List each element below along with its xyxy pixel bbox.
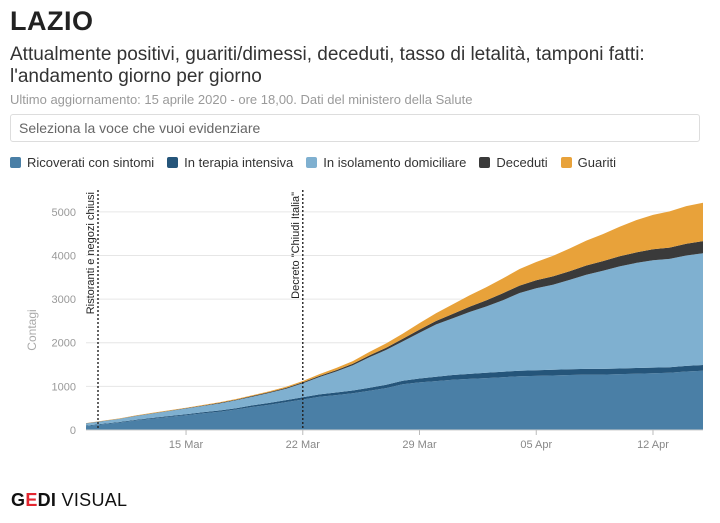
legend-swatch [306,157,318,168]
x-tick-label: 12 Apr [637,439,669,451]
annotation-label: Ristoranti e negozi chiusi [85,192,97,314]
y-tick-label: 1000 [52,381,76,393]
legend-label: In terapia intensiva [184,155,294,170]
page-title: LAZIO [10,6,94,36]
legend-item-2[interactable]: In isolamento domiciliare [306,155,466,170]
legend-item-4[interactable]: Guariti [560,155,616,170]
x-tick-label: 29 Mar [402,439,437,451]
y-axis-label: Contagi [25,309,39,350]
legend-label: In isolamento domiciliare [323,155,467,170]
area-series-4 [86,202,703,424]
area-series-0 [86,370,703,430]
y-tick-label: 5000 [52,207,76,219]
y-tick-label: 0 [70,425,76,437]
area-series-1 [86,365,703,427]
x-tick-label: 05 Apr [520,439,552,451]
area-series-3 [86,241,703,424]
legend-label: Guariti [577,155,616,170]
chart-legend: Ricoverati con sintomi In terapia intensi… [10,155,629,170]
highlight-selector-input[interactable] [10,114,700,142]
legend-item-0[interactable]: Ricoverati con sintomi [10,155,154,170]
legend-item-1[interactable]: In terapia intensiva [167,155,293,170]
legend-label: Deceduti [496,155,548,170]
chart-subtitle: Attualmente positivi, guariti/dimessi, d… [10,44,645,87]
stacked-area-chart: 0 1000 2000 3000 4000 5000 Contagi 15 Mar 22 Mar… [25,190,703,451]
legend-item-3[interactable]: Deceduti [479,155,548,170]
gedi-visual-logo: GEDI VISUAL [11,490,128,510]
legend-swatch [167,157,179,168]
legend-swatch [10,157,21,168]
y-tick-label: 3000 [52,294,76,306]
legend-swatch [479,157,491,168]
y-tick-label: 4000 [52,250,76,262]
annotation-label: Decreto "Chiudi Italia" [290,192,302,299]
x-tick-label: 15 Mar [169,439,204,451]
y-tick-label: 2000 [52,338,76,350]
legend-swatch [560,157,572,168]
x-tick-label: 22 Mar [286,439,321,451]
update-note: Ultimo aggiornamento: 15 aprile 2020 - o… [10,92,473,107]
area-series-2 [86,253,703,426]
legend-label: Ricoverati con sintomi [27,155,155,170]
